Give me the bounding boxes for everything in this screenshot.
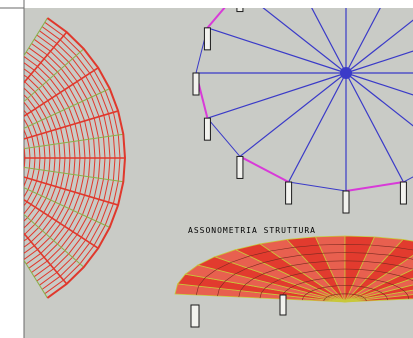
- plan-rib: [24, 213, 85, 268]
- roof-purlin: [281, 276, 410, 300]
- roof-segment: [344, 294, 413, 303]
- roof-purlin: [217, 252, 413, 297]
- plan-rib: [24, 88, 110, 129]
- roof-purlin: [302, 285, 388, 301]
- plan-rib: [24, 31, 68, 84]
- roof-axonometric: [174, 235, 413, 328]
- spoke: [311, 8, 347, 74]
- column: [236, 155, 244, 179]
- plan-outline: [46, 17, 127, 299]
- tie-beam: [345, 181, 404, 192]
- structure-axonometric-wheel: [192, 8, 413, 214]
- column: [203, 27, 211, 51]
- drawing-caption: ASSONOMETRIA STRUTTURA: [188, 226, 316, 235]
- roof-segment: [344, 284, 413, 303]
- spoke: [345, 50, 413, 74]
- plan-rib: [24, 133, 124, 150]
- hub: [340, 67, 352, 79]
- plan-rib: [24, 176, 119, 206]
- column: [192, 72, 200, 96]
- plan-rib: [24, 110, 119, 140]
- spoke: [262, 8, 347, 74]
- spoke: [207, 27, 347, 74]
- column: [236, 8, 244, 13]
- roof-purlin: [238, 260, 413, 298]
- spoke: [345, 8, 381, 74]
- plan-rib: [24, 166, 124, 183]
- plan-ring: [0, 107, 20, 209]
- tie-beam: [239, 155, 290, 183]
- plan-rib: [24, 48, 85, 103]
- plan-rib: [24, 187, 110, 228]
- column: [285, 181, 293, 205]
- plan-rib: [24, 67, 99, 118]
- plan-rib: [24, 198, 99, 249]
- plan-rib: [24, 17, 48, 57]
- column: [399, 181, 407, 205]
- plan-ring: [24, 144, 26, 172]
- roof-purlin: [196, 243, 413, 296]
- tie-beam: [206, 8, 226, 29]
- spoke: [239, 72, 347, 157]
- plan-rib: [24, 232, 68, 285]
- tie-beam: [207, 117, 241, 157]
- tie-beam: [288, 181, 347, 192]
- roof-purlin: [259, 268, 413, 299]
- spoke: [207, 72, 347, 119]
- plan-rib: [24, 259, 48, 299]
- column: [190, 304, 200, 328]
- roof-segment: [344, 289, 413, 303]
- spoke: [288, 72, 347, 183]
- column: [279, 294, 287, 316]
- column: [342, 190, 350, 214]
- spoke: [345, 19, 413, 74]
- roof-plan-fan: [0, 17, 127, 299]
- spoke: [345, 72, 404, 183]
- spoke: [345, 72, 413, 96]
- tie-beam: [403, 176, 413, 183]
- column: [203, 117, 211, 141]
- spoke: [345, 72, 413, 127]
- roof-purlin: [323, 293, 367, 302]
